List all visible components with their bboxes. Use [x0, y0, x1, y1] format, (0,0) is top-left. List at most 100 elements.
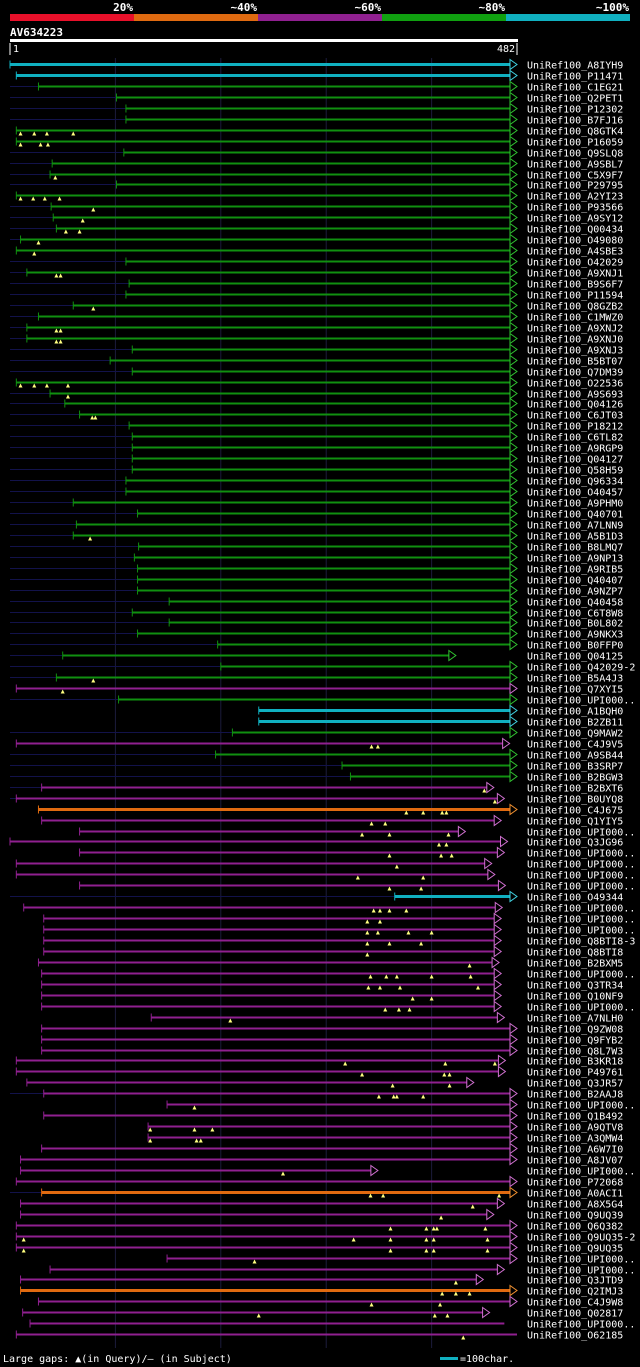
hit-row[interactable]: UniRef100_B3KR18: [15, 1054, 623, 1068]
hit-label[interactable]: UniRef100_Q00434: [527, 225, 623, 236]
hit-label[interactable]: UniRef100_UPI000..: [527, 1167, 635, 1178]
hit-label[interactable]: UniRef100_Q9UQ35-2: [527, 1233, 635, 1244]
hit-label[interactable]: UniRef100_O49080: [527, 236, 623, 247]
hit-label[interactable]: UniRef100_A2YI23: [527, 192, 623, 203]
hit-row[interactable]: UniRef100_UPI000..: [29, 1319, 635, 1331]
hit-label[interactable]: UniRef100_Q1B492: [527, 1112, 623, 1123]
hit-label[interactable]: UniRef100_Q2PET1: [527, 94, 623, 105]
hit-label[interactable]: UniRef100_B3KR18: [527, 1057, 623, 1068]
hit-label[interactable]: UniRef100_A9XNJ1: [527, 269, 623, 280]
hit-label[interactable]: UniRef100_A9NKX3: [527, 630, 623, 641]
hit-label[interactable]: UniRef100_Q3JTD9: [527, 1276, 623, 1287]
hit-row[interactable]: UniRef100_Q1YIY5: [41, 814, 624, 828]
hit-label[interactable]: UniRef100_Q40458: [527, 598, 623, 609]
hit-label[interactable]: UniRef100_Q2IMJ3: [527, 1287, 623, 1298]
hit-label[interactable]: UniRef100_C4J675: [527, 806, 623, 817]
hit-label[interactable]: UniRef100_A9PHM0: [527, 499, 623, 510]
hit-row[interactable]: UniRef100_B3SRP7: [10, 759, 623, 773]
hit-row[interactable]: UniRef100_A9RGP9: [10, 441, 623, 455]
hit-label[interactable]: UniRef100_Q04125: [527, 652, 623, 663]
hit-label[interactable]: UniRef100_B2BGW3: [527, 773, 623, 784]
hit-label[interactable]: UniRef100_P29795: [527, 181, 623, 192]
hit-label[interactable]: UniRef100_UPI000..: [527, 904, 635, 915]
hit-label[interactable]: UniRef100_P49761: [527, 1068, 623, 1079]
hit-label[interactable]: UniRef100_Q3TR34: [527, 981, 623, 992]
hit-label[interactable]: UniRef100_A9SBL7: [527, 160, 623, 171]
hit-label[interactable]: UniRef100_C5X9F7: [527, 171, 623, 182]
hit-label[interactable]: UniRef100_B2ZB11: [527, 718, 623, 729]
hit-label[interactable]: UniRef100_UPI000..: [527, 926, 635, 937]
hit-label[interactable]: UniRef100_Q9MAW2: [527, 729, 623, 740]
hit-label[interactable]: UniRef100_Q9ZW08: [527, 1025, 623, 1036]
hit-row[interactable]: UniRef100_Q9MAW2: [10, 726, 623, 740]
hit-row[interactable]: UniRef100_Q2PET1: [10, 91, 623, 105]
hit-label[interactable]: UniRef100_Q58H59: [527, 466, 623, 477]
hit-row[interactable]: UniRef100_C6TL82: [10, 430, 623, 444]
hit-row[interactable]: UniRef100_Q04126: [10, 397, 623, 411]
hit-row[interactable]: UniRef100_P93566: [10, 200, 623, 214]
hit-label[interactable]: UniRef100_Q8L7W3: [527, 1047, 623, 1058]
hit-label[interactable]: UniRef100_A1BQH0: [527, 707, 623, 718]
hit-row[interactable]: UniRef100_Q58H59: [10, 463, 623, 477]
hit-row[interactable]: UniRef100_Q00434: [10, 222, 623, 236]
hit-row[interactable]: UniRef100_Q40458: [10, 595, 623, 609]
hit-row[interactable]: UniRef100_A5B1D3: [10, 529, 623, 543]
hit-row[interactable]: UniRef100_A9SY12: [10, 211, 623, 225]
hit-row[interactable]: UniRef100_O49080: [10, 233, 623, 247]
hit-row[interactable]: UniRef100_A4SBE3: [15, 244, 623, 258]
hit-row[interactable]: UniRef100_A9XNJ3: [10, 343, 623, 357]
hit-row[interactable]: UniRef100_B7FJ16: [10, 113, 623, 127]
hit-label[interactable]: UniRef100_P93566: [527, 203, 623, 214]
hit-row[interactable]: UniRef100_A9XNJ1: [10, 266, 623, 280]
hit-label[interactable]: UniRef100_Q96334: [527, 477, 623, 488]
hit-label[interactable]: UniRef100_UPI000..: [527, 696, 635, 707]
hit-label[interactable]: UniRef100_A9SB44: [527, 751, 623, 762]
hit-row[interactable]: UniRef100_Q9UQ35: [15, 1241, 623, 1255]
hit-label[interactable]: UniRef100_A7LNN9: [527, 521, 623, 532]
hit-row[interactable]: UniRef100_Q3TR34: [41, 978, 624, 992]
hit-row[interactable]: UniRef100_A9RIB5: [10, 562, 623, 576]
hit-row[interactable]: UniRef100_UPI000..: [166, 1252, 635, 1266]
hit-label[interactable]: UniRef100_O42029: [527, 258, 623, 269]
hit-label[interactable]: UniRef100_UPI000..: [527, 1266, 635, 1277]
hit-row[interactable]: UniRef100_Q02817: [22, 1306, 624, 1320]
hit-row[interactable]: UniRef100_Q42029-2: [10, 660, 635, 674]
hit-row[interactable]: UniRef100_A3QMW4: [147, 1131, 623, 1145]
hit-row[interactable]: UniRef100_UPI000..: [79, 825, 636, 839]
hit-row[interactable]: UniRef100_Q96334: [10, 474, 623, 488]
hit-row[interactable]: UniRef100_A7NLH0: [150, 1011, 623, 1025]
hit-row[interactable]: UniRef100_B9S6F7: [10, 277, 623, 291]
hit-row[interactable]: UniRef100_A8JV07: [20, 1153, 624, 1167]
hit-label[interactable]: UniRef100_UPI000..: [527, 1255, 635, 1266]
hit-label[interactable]: UniRef100_B7FJ16: [527, 116, 623, 127]
hit-row[interactable]: UniRef100_Q9ZW08: [41, 1022, 624, 1036]
hit-row[interactable]: UniRef100_Q6Q382: [15, 1219, 623, 1233]
hit-label[interactable]: UniRef100_UPI000..: [527, 882, 635, 893]
hit-label[interactable]: UniRef100_A9XNJ2: [527, 324, 623, 335]
hit-label[interactable]: UniRef100_Q42029-2: [527, 663, 635, 674]
hit-row[interactable]: UniRef100_A9NZP7: [10, 584, 623, 598]
hit-row[interactable]: UniRef100_UPI000..: [49, 1263, 635, 1277]
hit-label[interactable]: UniRef100_B2BXT6: [527, 784, 623, 795]
hit-label[interactable]: UniRef100_Q9SLQ8: [527, 149, 623, 160]
hit-row[interactable]: UniRef100_B2BXT6: [10, 781, 623, 795]
hit-label[interactable]: UniRef100_Q8GZB2: [527, 302, 623, 313]
hit-label[interactable]: UniRef100_Q9FYB2: [527, 1036, 623, 1047]
hit-row[interactable]: UniRef100_UPI000..: [20, 1164, 636, 1178]
hit-label[interactable]: UniRef100_O22536: [527, 379, 623, 390]
hit-label[interactable]: UniRef100_Q8GTK4: [527, 127, 623, 138]
hit-row[interactable]: UniRef100_A9QTV8: [147, 1120, 623, 1134]
hit-label[interactable]: UniRef100_UPI000..: [527, 1003, 635, 1014]
hit-label[interactable]: UniRef100_UPI000..: [527, 860, 635, 871]
hit-label[interactable]: UniRef100_Q02817: [527, 1309, 623, 1320]
hit-row[interactable]: UniRef100_B0FFP0: [10, 638, 623, 652]
hit-row[interactable]: UniRef100_A8IYH9: [9, 58, 623, 72]
hit-label[interactable]: UniRef100_A9RIB5: [527, 565, 623, 576]
hit-label[interactable]: UniRef100_P16059: [527, 138, 623, 149]
hit-label[interactable]: UniRef100_C1MWZ0: [527, 313, 623, 324]
hit-row[interactable]: UniRef100_B0UYQ8: [10, 792, 623, 806]
hit-row[interactable]: UniRef100_Q04125: [10, 649, 623, 663]
hit-row[interactable]: UniRef100_Q9UQ39: [20, 1208, 624, 1222]
hit-label[interactable]: UniRef100_Q9UQ35: [527, 1244, 623, 1255]
hit-label[interactable]: UniRef100_P72068: [527, 1178, 623, 1189]
